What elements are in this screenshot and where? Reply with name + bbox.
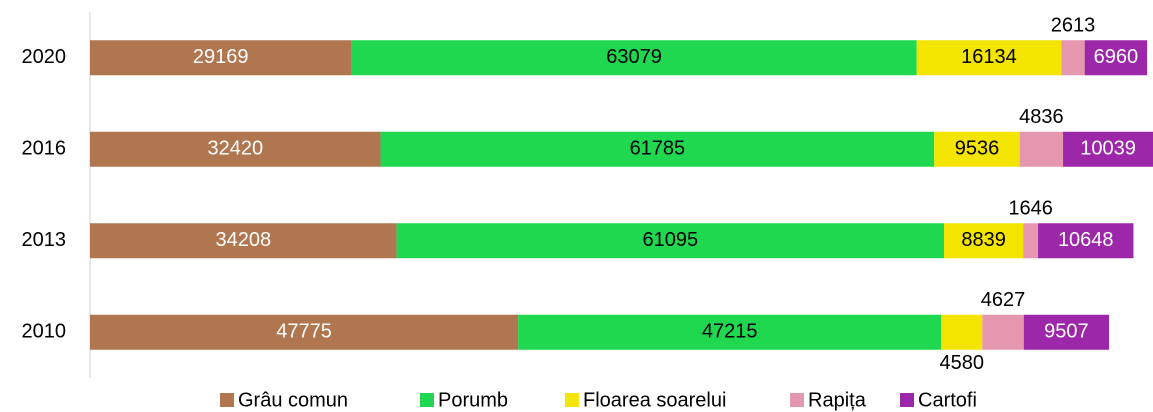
data-label: 32420 bbox=[207, 138, 263, 160]
y-tick-label: 2016 bbox=[22, 138, 67, 160]
bar-segment bbox=[916, 40, 1062, 76]
data-label: 34208 bbox=[215, 229, 271, 251]
bar-segment bbox=[941, 314, 983, 350]
legend-swatch bbox=[220, 393, 234, 407]
bar-segment bbox=[1063, 131, 1153, 167]
y-tick-label: 2020 bbox=[22, 46, 67, 68]
y-tick-label: 2010 bbox=[22, 321, 67, 343]
bar-segment bbox=[1061, 40, 1085, 76]
data-label: 4627 bbox=[981, 289, 1026, 311]
data-label: 8839 bbox=[961, 229, 1006, 251]
bar-segment bbox=[1023, 223, 1039, 259]
bar-segment bbox=[934, 131, 1020, 167]
data-label: 63079 bbox=[606, 46, 662, 68]
legend-swatch bbox=[565, 393, 579, 407]
bar-segment bbox=[1038, 223, 1134, 259]
legend-label: Floarea soarelui bbox=[583, 389, 726, 411]
bar-segment bbox=[982, 314, 1024, 350]
data-label: 4580 bbox=[940, 352, 985, 374]
legend-swatch bbox=[790, 393, 804, 407]
y-tick-label: 2013 bbox=[22, 229, 67, 251]
legend-label: Rapița bbox=[808, 389, 867, 411]
data-label: 2613 bbox=[1051, 15, 1096, 37]
bar-segment bbox=[380, 131, 935, 167]
data-label: 10039 bbox=[1080, 138, 1136, 160]
data-label: 4836 bbox=[1019, 106, 1064, 128]
bar-segment bbox=[90, 223, 397, 259]
data-label: 29169 bbox=[193, 46, 249, 68]
data-label: 9507 bbox=[1044, 321, 1089, 343]
bar-segment bbox=[90, 40, 352, 76]
data-label: 61785 bbox=[630, 138, 686, 160]
bar-segment bbox=[944, 223, 1024, 259]
bar-segment bbox=[1019, 131, 1064, 167]
bar-segment bbox=[1084, 40, 1148, 76]
bar-segment bbox=[90, 131, 381, 167]
data-label: 9536 bbox=[955, 138, 1000, 160]
data-label: 16134 bbox=[961, 46, 1017, 68]
data-label: 6960 bbox=[1094, 46, 1139, 68]
data-label: 1646 bbox=[1008, 198, 1053, 220]
bar-segment bbox=[396, 223, 945, 259]
bar-segment bbox=[518, 314, 942, 350]
data-label: 61095 bbox=[643, 229, 699, 251]
data-label: 47775 bbox=[276, 321, 332, 343]
legend-label: Grâu comun bbox=[238, 389, 348, 411]
data-label: 10648 bbox=[1058, 229, 1114, 251]
legend-label: Porumb bbox=[438, 389, 508, 411]
legend-label: Cartofi bbox=[918, 389, 977, 411]
bar-segment bbox=[90, 314, 519, 350]
data-label: 47215 bbox=[702, 321, 758, 343]
legend-swatch bbox=[420, 393, 434, 407]
bar-segment bbox=[1023, 314, 1109, 350]
bar-segment bbox=[351, 40, 917, 76]
legend-swatch bbox=[900, 393, 914, 407]
